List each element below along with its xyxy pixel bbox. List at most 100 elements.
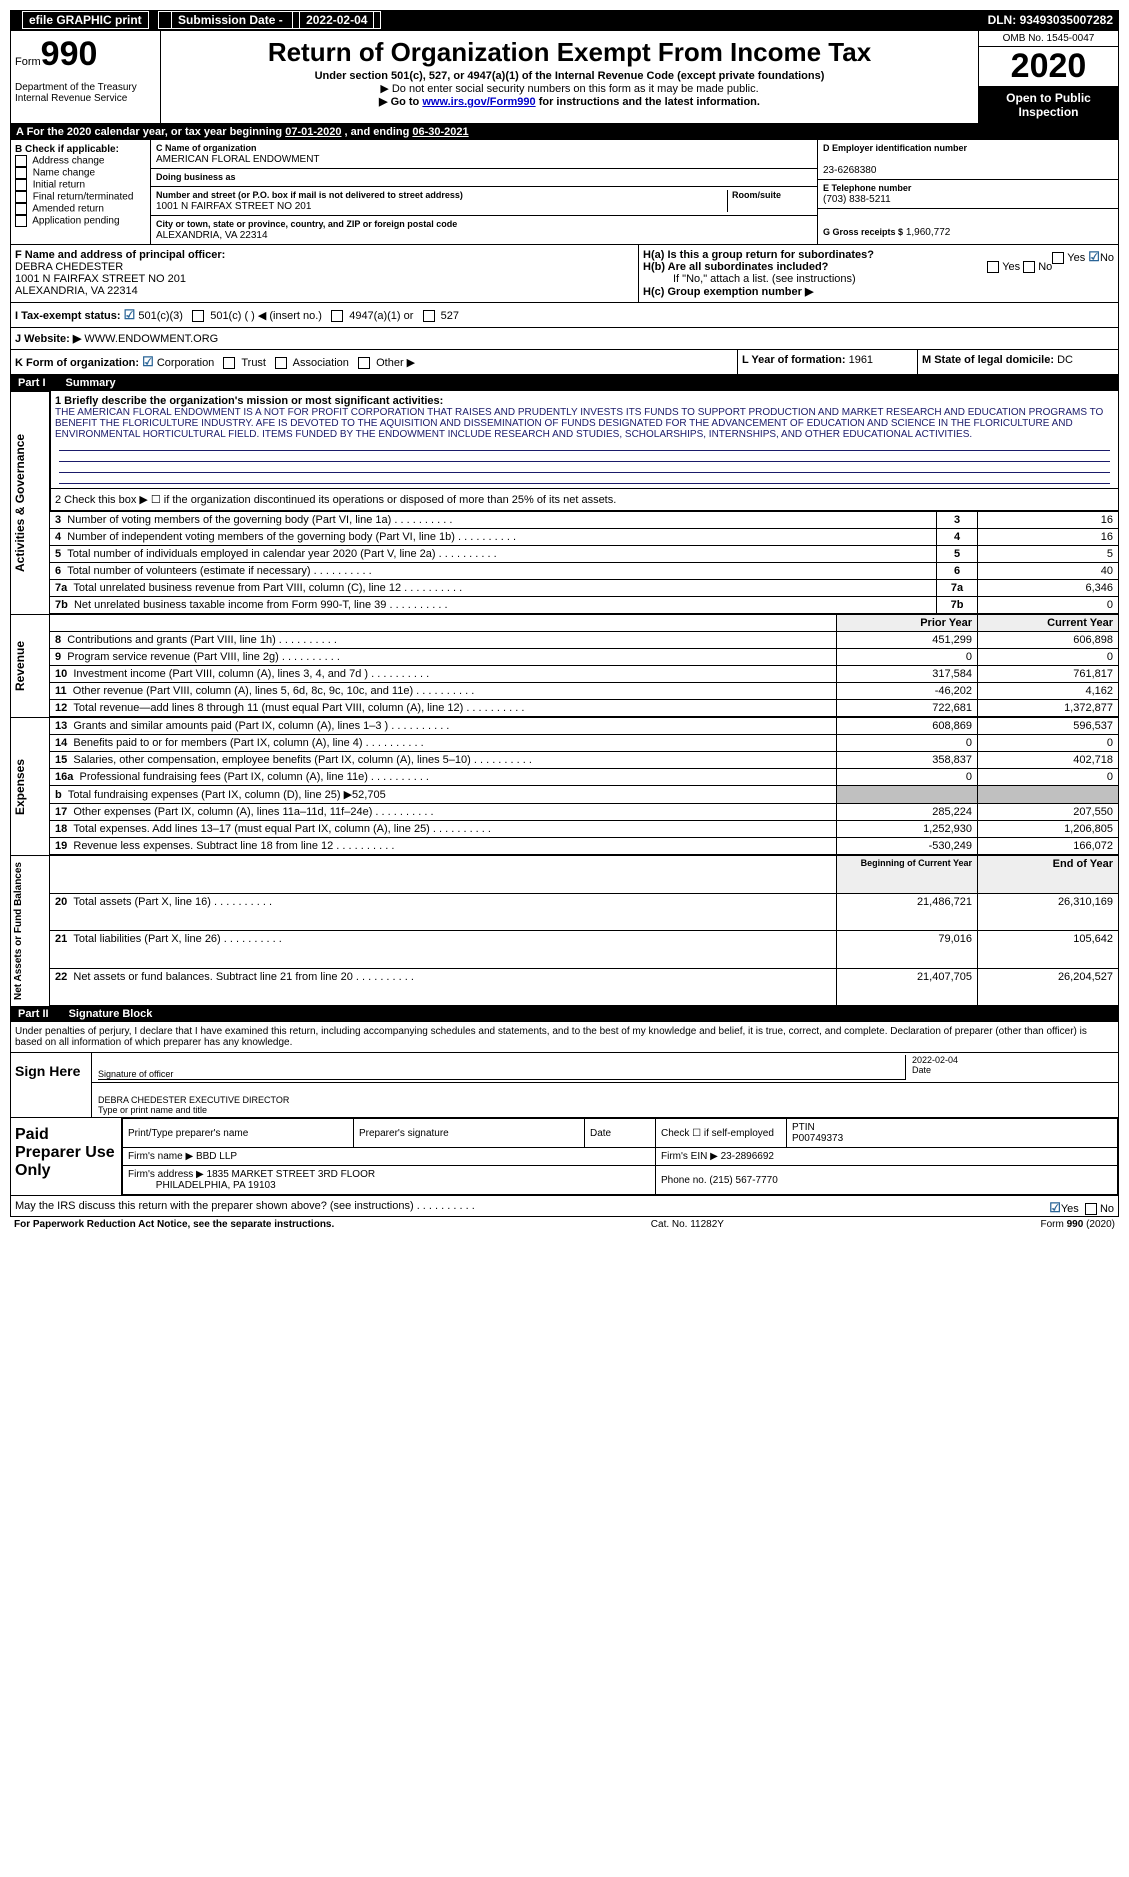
form-word: Form	[15, 56, 41, 68]
cat-no: Cat. No. 11282Y	[651, 1219, 724, 1230]
gross-receipts: 1,960,772	[906, 227, 951, 238]
netassets-table: Beginning of Current YearEnd of Year20 T…	[50, 855, 1119, 1006]
year-formation: 1961	[849, 354, 873, 366]
b-opt-checkbox[interactable]	[15, 215, 27, 227]
expenses-section-label: Expenses	[10, 717, 50, 855]
room-label: Room/suite	[732, 190, 781, 200]
efile-label: efile GRAPHIC print	[22, 11, 149, 29]
ptin-label: PTIN	[792, 1122, 815, 1133]
501c-checkbox[interactable]	[192, 310, 204, 322]
netassets-section-label: Net Assets or Fund Balances	[10, 855, 50, 1006]
line-a: A For the 2020 calendar year, or tax yea…	[10, 124, 1119, 140]
self-employed: Check ☐ if self-employed	[656, 1119, 787, 1148]
discuss-no-checkbox[interactable]	[1085, 1203, 1097, 1215]
part1-body: Activities & Governance 1 Briefly descri…	[10, 391, 1119, 614]
form-header: Form990 Department of the Treasury Inter…	[10, 30, 1119, 124]
org-name: AMERICAN FLORAL ENDOWMENT	[156, 154, 320, 165]
signer-name: DEBRA CHEDESTER EXECUTIVE DIRECTOR	[98, 1085, 1112, 1105]
4947-checkbox[interactable]	[331, 310, 343, 322]
topbar: efile GRAPHIC print Submission Date - 20…	[10, 10, 1119, 30]
b-opt-checkbox[interactable]	[15, 179, 27, 191]
year-formation-label: L Year of formation:	[742, 354, 846, 366]
mission-label: 1 Briefly describe the organization's mi…	[55, 395, 1114, 407]
firm-ein: 23-2896692	[721, 1151, 774, 1162]
k-opt-checkbox[interactable]	[275, 357, 287, 369]
subtitle-2: ▶ Do not enter social security numbers o…	[165, 82, 974, 95]
sign-here-label: Sign Here	[11, 1053, 91, 1117]
prep-col-sig: Preparer's signature	[354, 1119, 585, 1148]
hb-label: H(b) Are all subordinates included?	[643, 261, 828, 273]
expenses-table: 13 Grants and similar amounts paid (Part…	[50, 717, 1119, 855]
paid-preparer-block: Paid Preparer Use Only Print/Type prepar…	[10, 1118, 1119, 1196]
tax-status-label: I Tax-exempt status:	[15, 310, 121, 322]
b-opt-checkbox[interactable]	[15, 155, 27, 167]
hb-no-checkbox[interactable]	[1023, 261, 1035, 273]
ha-yes-checkbox[interactable]	[1052, 252, 1064, 264]
firm-addr-label: Firm's address ▶	[128, 1169, 204, 1180]
sig-date-label: Date	[912, 1065, 931, 1075]
subtitle-1: Under section 501(c), 527, or 4947(a)(1)…	[165, 70, 974, 82]
officer-addr1: 1001 N FAIRFAX STREET NO 201	[15, 273, 186, 285]
sig-officer-label: Signature of officer	[98, 1055, 905, 1080]
city-state-zip: ALEXANDRIA, VA 22314	[156, 230, 268, 241]
ha-label: H(a) Is this a group return for subordin…	[643, 249, 874, 261]
revenue-table: Prior YearCurrent Year8 Contributions an…	[50, 614, 1119, 717]
part1-header: Part ISummary	[10, 375, 1119, 391]
firm-addr: 1835 MARKET STREET 3RD FLOOR	[207, 1169, 376, 1180]
footer: For Paperwork Reduction Act Notice, see …	[10, 1217, 1119, 1232]
k-opt-checkbox[interactable]	[358, 357, 370, 369]
firm-phone: (215) 567-7770	[709, 1175, 777, 1186]
ein: 23-6268380	[823, 165, 876, 176]
tax-year: 2020	[979, 47, 1118, 87]
hc-label: H(c) Group exemption number ▶	[643, 286, 813, 298]
phone-label: E Telephone number	[823, 183, 911, 193]
form-ref: Form 990 (2020)	[1041, 1219, 1116, 1230]
gross-label: G Gross receipts $	[823, 227, 903, 237]
officer-name: DEBRA CHEDESTER	[15, 261, 123, 273]
527-checkbox[interactable]	[423, 310, 435, 322]
row-i-j: I Tax-exempt status: ☑ 501(c)(3) 501(c) …	[10, 303, 1119, 350]
addr-label: Number and street (or P.O. box if mail i…	[156, 190, 463, 200]
open-to-public: Open to Public Inspection	[979, 87, 1118, 123]
pra-notice: For Paperwork Reduction Act Notice, see …	[14, 1219, 334, 1230]
submission-date-box: Submission Date - 2022-02-04	[158, 11, 381, 29]
street-address: 1001 N FAIRFAX STREET NO 201	[156, 201, 311, 212]
ha-no-check-icon: ☑	[1088, 249, 1100, 264]
domicile-label: M State of legal domicile:	[922, 354, 1054, 366]
officer-label: F Name and address of principal officer:	[15, 249, 225, 261]
form-org-label: K Form of organization:	[15, 357, 139, 369]
firm-name: BBD LLP	[196, 1151, 237, 1162]
b-opt-checkbox[interactable]	[15, 203, 27, 215]
row-k-l-m: K Form of organization: ☑ Corporation Tr…	[10, 350, 1119, 375]
ein-label: D Employer identification number	[823, 143, 967, 153]
revenue-section-label: Revenue	[10, 614, 50, 717]
irs-link[interactable]: www.irs.gov/Form990	[422, 96, 535, 108]
gov-section-label: Activities & Governance	[10, 391, 50, 614]
signer-name-label: Type or print name and title	[98, 1105, 1112, 1115]
dept-treasury: Department of the Treasury Internal Reve…	[15, 82, 156, 104]
b-opt-checkbox[interactable]	[15, 191, 27, 203]
k-opt-checkbox[interactable]	[223, 357, 235, 369]
dln: DLN: 93493035007282	[988, 13, 1113, 27]
line2: 2 Check this box ▶ ☐ if the organization…	[50, 489, 1119, 511]
sig-date: 2022-02-04	[912, 1055, 958, 1065]
city-label: City or town, state or province, country…	[156, 219, 457, 229]
phone: (703) 838-5211	[823, 194, 891, 205]
mission-text: THE AMERICAN FLORAL ENDOWMENT IS A NOT F…	[55, 407, 1114, 440]
row-f-h: F Name and address of principal officer:…	[10, 245, 1119, 303]
b-opt-checkbox[interactable]	[15, 167, 27, 179]
prep-col-date: Date	[585, 1119, 656, 1148]
discuss-row: May the IRS discuss this return with the…	[10, 1196, 1119, 1217]
domicile: DC	[1057, 354, 1073, 366]
section-b-label: B Check if applicable:	[15, 144, 146, 155]
header-info-grid: B Check if applicable: Address change Na…	[10, 140, 1119, 245]
hb-note: If "No," attach a list. (see instruction…	[643, 273, 1114, 285]
perjury-text: Under penalties of perjury, I declare th…	[10, 1022, 1119, 1053]
org-name-label: C Name of organization	[156, 143, 257, 153]
hb-yes-checkbox[interactable]	[987, 261, 999, 273]
firm-addr2: PHILADELPHIA, PA 19103	[156, 1180, 276, 1191]
omb-number: OMB No. 1545-0047	[979, 31, 1118, 47]
part2-header: Part IISignature Block	[10, 1006, 1119, 1022]
form-title: Return of Organization Exempt From Incom…	[165, 37, 974, 68]
sign-here-block: Sign Here Signature of officer 2022-02-04…	[10, 1053, 1119, 1118]
